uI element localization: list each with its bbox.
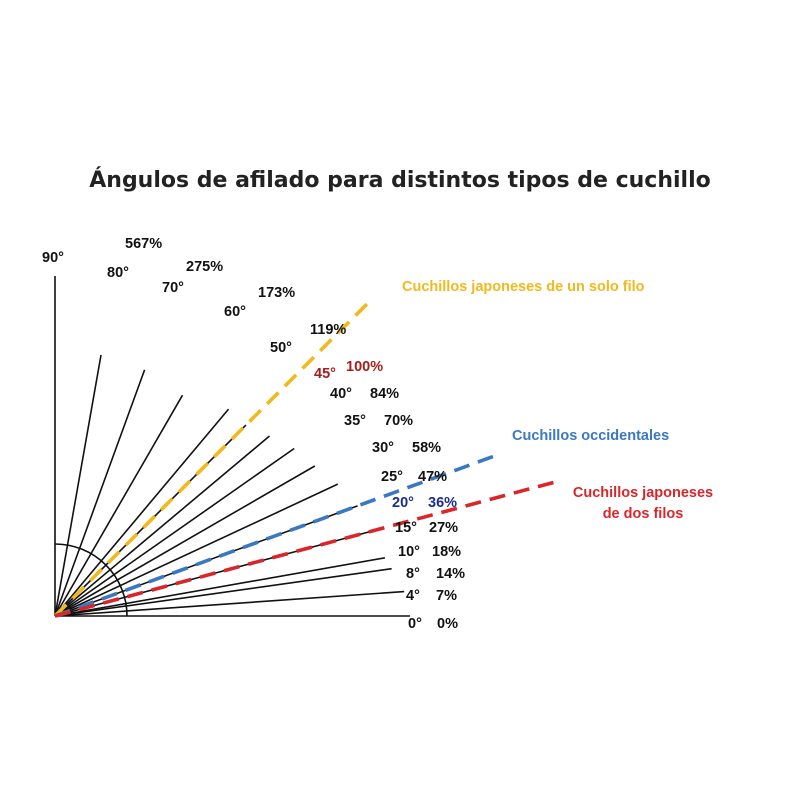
angle-label-20: 20° xyxy=(392,495,414,511)
angle-label-8: 8° xyxy=(406,566,420,582)
angle-labels: 0° 0% 4° 7% 8° 14% 10° 18% 15° 27% 20° 36% 25° 47% 30°… xyxy=(42,236,465,632)
percent-label-4: 7% xyxy=(436,588,457,604)
angle-ray-70 xyxy=(54,369,146,617)
angle-label-40: 40° xyxy=(330,386,352,402)
angle-ray-35 xyxy=(54,447,295,617)
angle-ray-25 xyxy=(54,483,339,617)
percent-label-45: 100% xyxy=(346,359,383,375)
angle-rays xyxy=(54,276,410,617)
angle-label-0: 0° xyxy=(408,616,422,632)
percent-label-35: 70% xyxy=(384,413,413,429)
percent-label-50: 119% xyxy=(310,322,346,338)
angle-label-35: 35° xyxy=(344,413,366,429)
angle-label-30: 30° xyxy=(372,440,394,456)
angle-label-10: 10° xyxy=(398,544,420,560)
percent-label-70: 275% xyxy=(186,259,223,275)
angle-label-15: 15° xyxy=(395,520,417,536)
angle-label-45: 45° xyxy=(314,366,336,382)
knife-label-double-bevel: de dos filos xyxy=(603,506,684,522)
dashed-line-double-bevel xyxy=(54,479,558,618)
angle-ray-4 xyxy=(54,590,405,617)
percent-label-0: 0% xyxy=(437,616,458,632)
percent-label-80: 567% xyxy=(125,236,162,252)
percent-label-20: 36% xyxy=(428,495,457,511)
percent-label-8: 14% xyxy=(436,566,465,582)
angle-label-90: 90° xyxy=(42,250,64,266)
angle-ray-60 xyxy=(54,394,184,617)
angle-ray-80 xyxy=(54,354,102,617)
angle-label-80: 80° xyxy=(107,265,129,281)
diagram-title: Ángulos de afilado para distintos tipos … xyxy=(89,168,711,193)
angle-ray-8 xyxy=(54,567,392,617)
percent-label-15: 27% xyxy=(429,520,458,536)
angle-ray-10 xyxy=(54,557,386,617)
percent-label-10: 18% xyxy=(432,544,461,560)
angle-label-60: 60° xyxy=(224,304,246,320)
angle-label-50: 50° xyxy=(270,340,292,356)
angle-ray-40 xyxy=(54,435,271,617)
percent-label-30: 58% xyxy=(412,440,441,456)
knife-label-western: Cuchillos occidentales xyxy=(512,428,669,444)
angle-label-25: 25° xyxy=(381,469,403,485)
knife-dashed-lines xyxy=(53,296,558,618)
knife-label-double-bevel: Cuchillos japoneses xyxy=(573,485,713,501)
percent-label-60: 173% xyxy=(258,285,295,301)
knife-type-labels: Cuchillos japoneses de un solo filo Cuchi… xyxy=(402,279,713,522)
angle-ray-50 xyxy=(54,408,230,617)
percent-label-25: 47% xyxy=(418,469,447,485)
angle-label-70: 70° xyxy=(162,280,184,296)
angle-ray-30 xyxy=(54,465,316,617)
dashed-line-western xyxy=(54,453,498,618)
angle-label-4: 4° xyxy=(406,588,420,604)
knife-label-single-bevel: Cuchillos japoneses de un solo filo xyxy=(402,279,645,295)
dashed-line-single-bevel xyxy=(53,296,375,618)
percent-label-40: 84% xyxy=(370,386,399,402)
